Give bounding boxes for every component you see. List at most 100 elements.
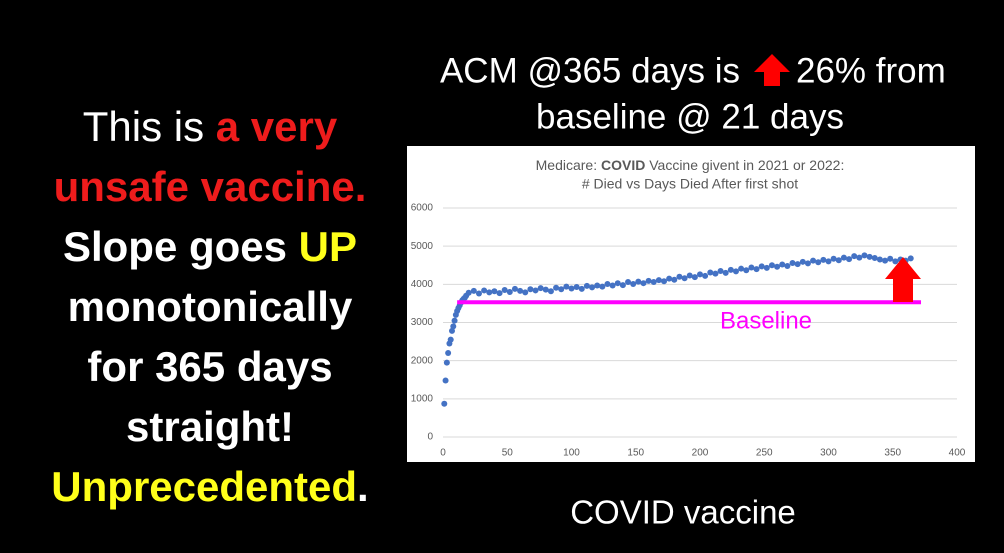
point	[441, 400, 448, 407]
caption: COVID vaccine	[570, 494, 796, 531]
x-tick-label: 50	[502, 448, 514, 459]
point	[794, 261, 801, 268]
point	[563, 283, 570, 290]
point	[447, 336, 454, 343]
text-segment: UP	[299, 223, 357, 270]
point	[820, 256, 827, 263]
point	[527, 286, 534, 293]
point	[697, 271, 703, 278]
point	[470, 287, 477, 294]
point	[738, 265, 745, 272]
point	[599, 283, 606, 290]
text-segment: a very	[216, 103, 338, 150]
annotation-arrow	[885, 257, 921, 302]
point	[763, 264, 770, 271]
text-segment: for 365 days	[87, 343, 332, 390]
left-text: This is a very unsafe vaccine. Slope goes …	[51, 103, 368, 510]
point	[445, 350, 452, 357]
y-tick-label: 0	[427, 432, 433, 443]
x-tick-label: 250	[756, 448, 773, 459]
point	[717, 267, 724, 274]
heading-line1a: ACM @365 days is	[440, 51, 740, 90]
point	[650, 279, 657, 286]
point	[871, 254, 878, 261]
y-tick-label: 6000	[411, 203, 434, 214]
y-tick-label: 2000	[411, 355, 434, 366]
point	[496, 290, 503, 297]
point	[604, 280, 611, 287]
point	[553, 284, 560, 291]
y-tick-label: 3000	[411, 317, 434, 328]
point	[774, 263, 781, 270]
point	[640, 280, 647, 287]
point	[835, 257, 842, 264]
baseline-label: Baseline	[720, 308, 812, 335]
point	[635, 278, 642, 285]
point	[506, 288, 513, 295]
point	[876, 256, 883, 263]
point	[758, 263, 765, 270]
point	[451, 317, 458, 324]
point	[743, 267, 750, 274]
point	[542, 286, 549, 293]
point	[568, 285, 575, 292]
point	[573, 284, 580, 291]
point	[583, 282, 590, 289]
x-tick-label: 150	[627, 448, 644, 459]
point	[625, 279, 632, 286]
point	[619, 282, 626, 289]
point	[861, 252, 868, 259]
point	[840, 254, 847, 261]
point	[779, 261, 786, 268]
point	[558, 286, 565, 293]
point	[594, 282, 601, 289]
up-arrow-icon	[754, 54, 790, 86]
point	[856, 254, 863, 261]
left-text-line: straight!	[126, 403, 294, 450]
point	[732, 268, 739, 275]
point	[517, 287, 524, 294]
point	[589, 284, 596, 291]
point	[442, 377, 449, 384]
point	[830, 255, 837, 262]
point	[825, 258, 832, 265]
point	[702, 272, 709, 279]
x-tick-label: 350	[884, 448, 901, 459]
text-segment: This is	[83, 103, 216, 150]
point	[681, 275, 688, 282]
left-text-line: unsafe vaccine.	[54, 163, 367, 210]
point	[501, 287, 508, 294]
heading-line2: baseline @ 21 days	[536, 97, 844, 136]
point	[768, 262, 775, 269]
point	[522, 289, 529, 296]
point	[691, 274, 698, 281]
x-tick-label: 0	[440, 448, 446, 459]
point	[887, 255, 894, 262]
y-tick-label: 4000	[411, 279, 434, 290]
point	[815, 259, 822, 266]
point	[789, 259, 796, 266]
point	[882, 257, 889, 264]
point	[532, 287, 539, 294]
left-text-line: Unprecedented.	[51, 463, 368, 510]
point	[722, 269, 729, 276]
point	[491, 288, 498, 295]
point	[712, 270, 719, 277]
chart-subtitle: # Died vs Days Died After first shot	[582, 176, 798, 192]
text-segment: Slope goes	[63, 223, 299, 270]
point	[448, 327, 455, 334]
left-text-line: This is a very	[83, 103, 338, 150]
heading-line1b: 26% from	[796, 51, 946, 90]
point	[866, 253, 873, 260]
point	[465, 289, 472, 296]
point	[614, 280, 621, 287]
point	[609, 282, 616, 289]
text-segment: monotonically	[68, 283, 353, 330]
point	[645, 277, 652, 284]
x-tick-label: 300	[820, 448, 837, 459]
left-text-line: for 365 days	[87, 343, 332, 390]
point	[655, 277, 662, 284]
chart-title: Medicare: COVID Vaccine givent in 2021 o…	[536, 157, 845, 173]
point	[443, 359, 450, 366]
